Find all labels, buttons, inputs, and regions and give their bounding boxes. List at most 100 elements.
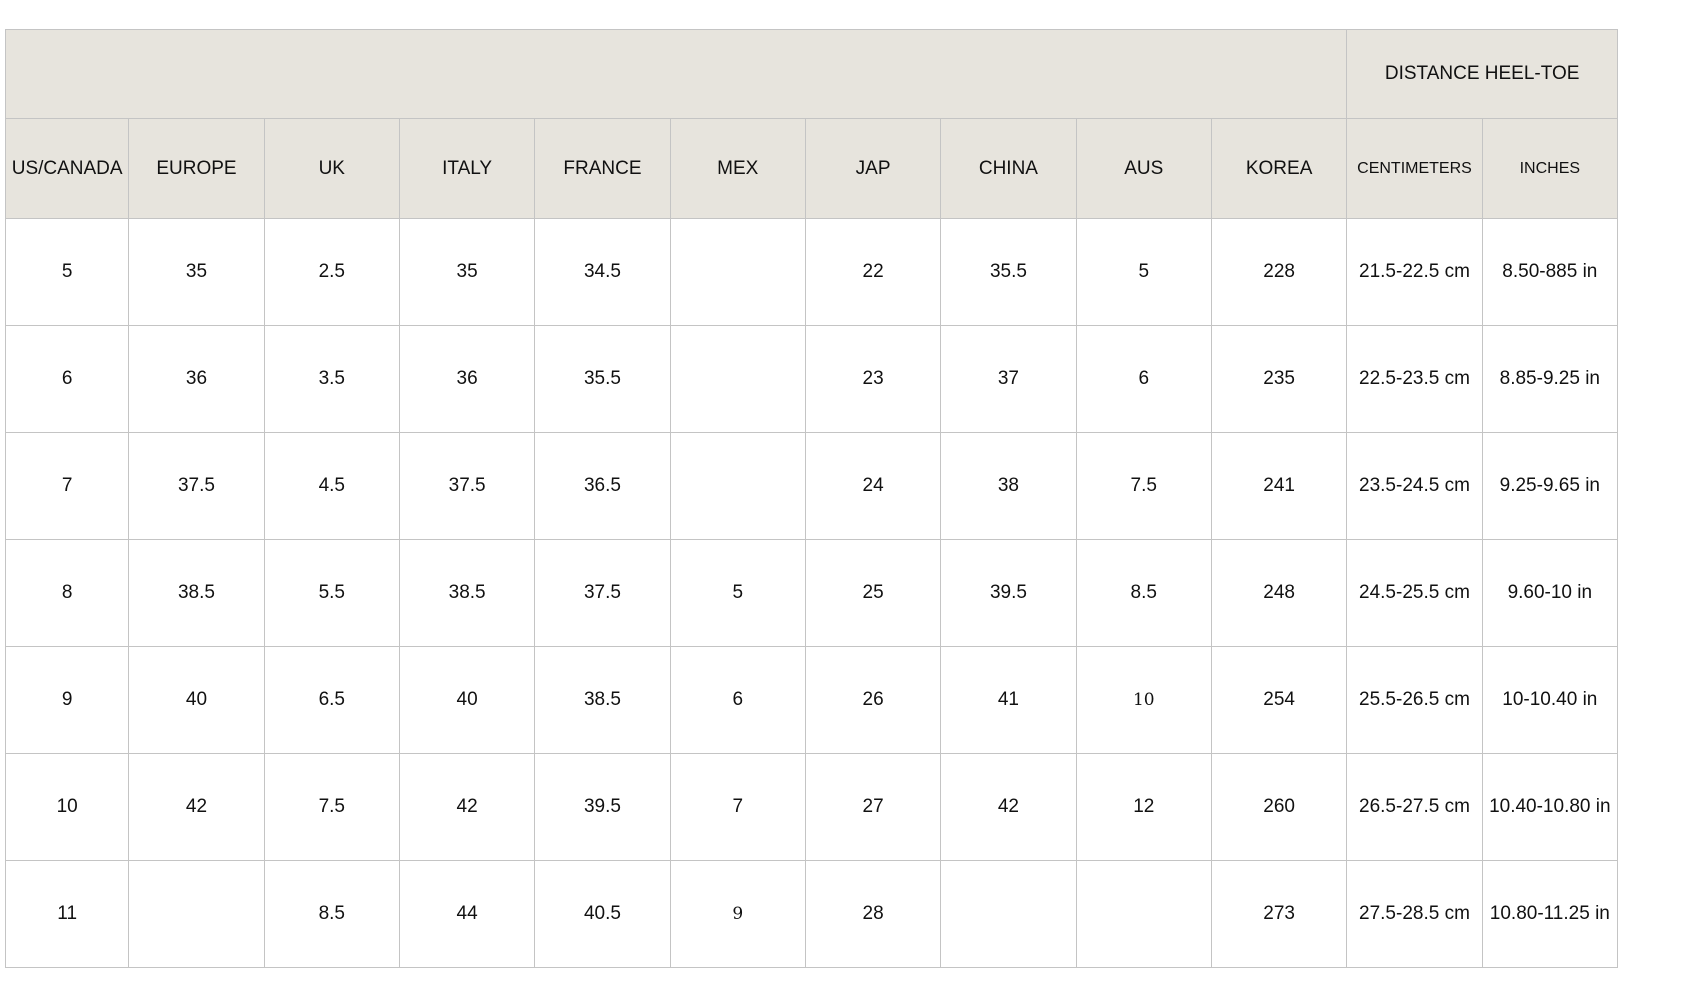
- table-row: 9 40 6.5 40 38.5 6 26 41 10 254 25.5-26.5 cm 10-10.…: [4, 646, 1619, 754]
- table-row: 10 42 7.5 42 39.5 7 27 42 12 260 26.5-27.5 cm 10.40…: [4, 753, 1619, 861]
- table-row: 5 35 2.5 35 34.5 22 35.5 5 228 21.5-22.5 cm 8.50-8…: [4, 218, 1619, 326]
- table-cell: 39.5: [534, 753, 671, 861]
- column-header-us-canada: US/CANADA: [4, 118, 130, 219]
- table-cell: 9.25-9.65 in: [1481, 432, 1619, 540]
- column-header-centimeters: CENTIMETERS: [1346, 118, 1483, 219]
- column-header-row: US/CANADA EUROPE UK ITALY FRANCE MEX JAP CHINA A…: [4, 118, 1619, 219]
- table-cell: 36: [398, 325, 536, 433]
- table-cell: 35: [128, 218, 265, 326]
- table-cell: 6: [1075, 325, 1212, 433]
- table-cell: 27.5-28.5 cm: [1346, 860, 1483, 968]
- table-cell: [669, 432, 806, 540]
- table-cell: 7: [669, 753, 806, 861]
- table-cell: 8.5: [263, 860, 400, 968]
- table-cell: 22: [804, 218, 942, 326]
- table-cell: 2.5: [263, 218, 400, 326]
- table-cell: 23.5-24.5 cm: [1346, 432, 1483, 540]
- column-header-france: FRANCE: [534, 118, 671, 219]
- table-cell: 40: [398, 646, 536, 754]
- table-cell: 25.5-26.5 cm: [1346, 646, 1483, 754]
- table-cell: 235: [1210, 325, 1348, 433]
- table-cell: [1075, 860, 1212, 968]
- table-cell: [669, 325, 806, 433]
- table-body: 5 35 2.5 35 34.5 22 35.5 5 228 21.5-22.5 cm 8.50-8…: [4, 218, 1619, 968]
- table-cell: 6: [669, 646, 806, 754]
- table-cell: 42: [940, 753, 1077, 861]
- table-cell: 37.5: [398, 432, 536, 540]
- table-cell: 22.5-23.5 cm: [1346, 325, 1483, 433]
- table-cell: 35.5: [534, 325, 671, 433]
- table-cell: 41: [940, 646, 1077, 754]
- table-row: 6 36 3.5 36 35.5 23 37 6 235 22.5-23.5 cm 8.85-9.2…: [4, 325, 1619, 433]
- table-cell: 42: [398, 753, 536, 861]
- table-cell: 9.60-10 in: [1481, 539, 1619, 647]
- table-cell: 28: [804, 860, 942, 968]
- table-cell: 241: [1210, 432, 1348, 540]
- table-cell: 4.5: [263, 432, 400, 540]
- table-cell: 26: [804, 646, 942, 754]
- table-cell: 6: [4, 325, 130, 433]
- table-cell: 36.5: [534, 432, 671, 540]
- table-cell: 8: [4, 539, 130, 647]
- table-cell: 37.5: [128, 432, 265, 540]
- table-cell: 8.85-9.25 in: [1481, 325, 1619, 433]
- table-cell: 40: [128, 646, 265, 754]
- table-cell: 5: [4, 218, 130, 326]
- table-cell: 12: [1075, 753, 1212, 861]
- column-header-inches: INCHES: [1481, 118, 1619, 219]
- column-header-europe: EUROPE: [128, 118, 265, 219]
- table-cell: 42: [128, 753, 265, 861]
- column-header-aus: AUS: [1075, 118, 1212, 219]
- table-cell: 44: [398, 860, 536, 968]
- table-cell: 25: [804, 539, 942, 647]
- table-cell: 7.5: [263, 753, 400, 861]
- table-cell: 7: [4, 432, 130, 540]
- table-cell: 38: [940, 432, 1077, 540]
- table-cell: 39.5: [940, 539, 1077, 647]
- table-cell: 254: [1210, 646, 1348, 754]
- table-cell: 9: [669, 860, 806, 968]
- shoe-size-conversion-table: DISTANCE HEEL-TOE US/CANADA EUROPE UK ITALY…: [4, 29, 1619, 968]
- table-cell: 11: [4, 860, 130, 968]
- table-row: 7 37.5 4.5 37.5 36.5 24 38 7.5 241 23.5-24.5 cm 9.…: [4, 432, 1619, 540]
- column-header-china: CHINA: [940, 118, 1077, 219]
- table-cell: 35: [398, 218, 536, 326]
- table-cell: 38.5: [534, 646, 671, 754]
- table-cell: 7.5: [1075, 432, 1212, 540]
- table-cell: 21.5-22.5 cm: [1346, 218, 1483, 326]
- table-row: 11 8.5 44 40.5 9 28 273 27.5-28.5 cm 10.80-11.25…: [4, 860, 1619, 968]
- table-cell: [940, 860, 1077, 968]
- table-cell: 10-10.40 in: [1481, 646, 1619, 754]
- table-cell: 9: [4, 646, 130, 754]
- column-header-jap: JAP: [804, 118, 942, 219]
- table-cell: 10.80-11.25 in: [1481, 860, 1619, 968]
- column-header-italy: ITALY: [398, 118, 536, 219]
- table-cell: 5: [669, 539, 806, 647]
- table-cell: [669, 218, 806, 326]
- table-cell: 37.5: [534, 539, 671, 647]
- table-cell: 26.5-27.5 cm: [1346, 753, 1483, 861]
- distance-heel-toe-header: DISTANCE HEEL-TOE: [1346, 29, 1618, 119]
- table-row: 8 38.5 5.5 38.5 37.5 5 25 39.5 8.5 248 24.5-25.5 c…: [4, 539, 1619, 647]
- table-cell: 10: [4, 753, 130, 861]
- table-cell: 228: [1210, 218, 1348, 326]
- blank-header-cell: [4, 29, 1348, 119]
- table-cell: 10.40-10.80 in: [1481, 753, 1619, 861]
- group-header-row: DISTANCE HEEL-TOE: [4, 29, 1618, 119]
- table-cell: 8.5: [1075, 539, 1212, 647]
- table-cell: 273: [1210, 860, 1348, 968]
- table-cell: 10: [1075, 646, 1212, 754]
- table-cell: 27: [804, 753, 942, 861]
- table-cell: 24: [804, 432, 942, 540]
- table-cell: 5: [1075, 218, 1212, 326]
- table-cell: 35.5: [940, 218, 1077, 326]
- table-cell: 3.5: [263, 325, 400, 433]
- table-cell: 248: [1210, 539, 1348, 647]
- table-cell: 40.5: [534, 860, 671, 968]
- table-cell: 36: [128, 325, 265, 433]
- table-cell: 34.5: [534, 218, 671, 326]
- table-cell: 38.5: [128, 539, 265, 647]
- table-cell: 38.5: [398, 539, 536, 647]
- column-header-mex: MEX: [669, 118, 806, 219]
- table-cell: 23: [804, 325, 942, 433]
